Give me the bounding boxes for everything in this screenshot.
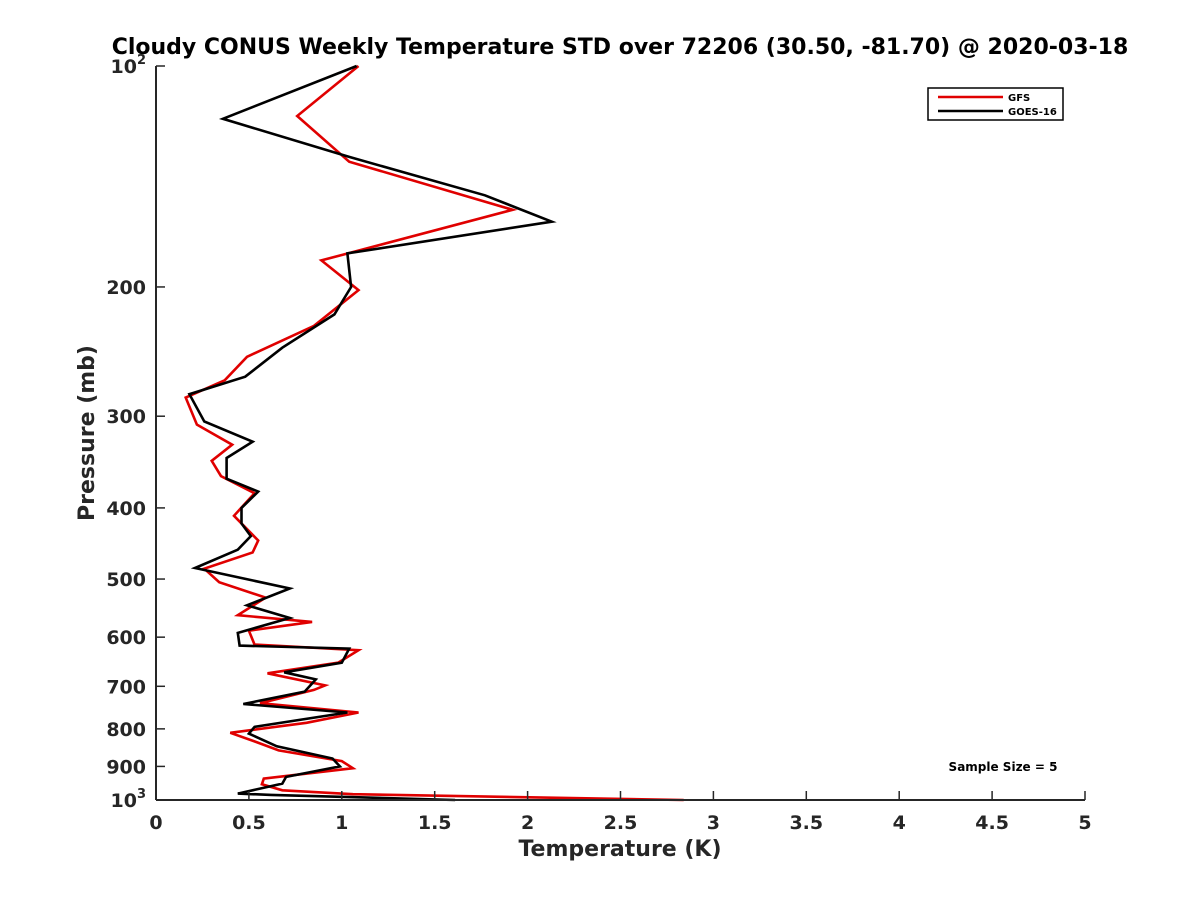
- y-tick-exponent: 3: [137, 787, 146, 802]
- y-tick-label: 800: [106, 719, 146, 741]
- chart-title: Cloudy CONUS Weekly Temperature STD over…: [112, 35, 1129, 60]
- x-tick-label: 2.5: [604, 812, 638, 834]
- sample-size-annotation: Sample Size = 5: [949, 760, 1058, 774]
- y-tick-label: 500: [106, 569, 146, 591]
- y-tick-exponent: 2: [137, 53, 146, 68]
- x-tick-label: 3.5: [789, 812, 823, 834]
- x-axis-label: Temperature (K): [518, 837, 721, 862]
- y-tick-label: 400: [106, 498, 146, 520]
- x-tick-label: 1.5: [418, 812, 452, 834]
- series-line-goes-16: [187, 64, 557, 802]
- series-layer: [184, 64, 684, 802]
- x-tick-label: 0.5: [232, 812, 266, 834]
- x-ticks: 0 0.5 1 1.5 2 2.5 3 3.5 4 4.5 5: [149, 791, 1092, 834]
- x-tick-label: 1: [335, 812, 348, 834]
- x-tick-label: 4: [893, 812, 906, 834]
- y-tick-label: 103: [111, 787, 147, 812]
- x-tick-label: 5: [1078, 812, 1091, 834]
- x-tick-label: 3: [707, 812, 720, 834]
- y-tick-label: 900: [106, 756, 146, 778]
- legend: GFS GOES-16: [927, 87, 1064, 121]
- legend-box: [927, 87, 1064, 121]
- y-tick-label: 200: [106, 277, 146, 299]
- y-tick-base: 400: [106, 498, 146, 520]
- series-line-gfs: [184, 64, 684, 802]
- plot-area: 0 0.5 1 1.5 2 2.5 3 3.5 4 4.5 5 102200300400500600…: [106, 53, 1091, 834]
- y-tick-base: 10: [111, 56, 137, 78]
- y-tick-base: 700: [106, 676, 146, 698]
- y-tick-base: 300: [106, 406, 146, 428]
- y-tick-base: 900: [106, 756, 146, 778]
- y-axis-label: Pressure (mb): [75, 345, 100, 521]
- y-tick-label: 700: [106, 676, 146, 698]
- x-tick-label: 0: [149, 812, 162, 834]
- legend-label-goes-16: GOES-16: [1008, 107, 1057, 118]
- y-tick-base: 500: [106, 569, 146, 591]
- legend-label-gfs: GFS: [1008, 93, 1030, 104]
- y-tick-base: 600: [106, 627, 146, 649]
- y-tick-base: 10: [111, 790, 137, 812]
- x-tick-label: 2: [521, 812, 534, 834]
- y-tick-label: 300: [106, 406, 146, 428]
- y-tick-label: 102: [111, 53, 147, 78]
- y-tick-base: 200: [106, 277, 146, 299]
- x-tick-label: 4.5: [975, 812, 1009, 834]
- y-tick-base: 800: [106, 719, 146, 741]
- y-tick-label: 600: [106, 627, 146, 649]
